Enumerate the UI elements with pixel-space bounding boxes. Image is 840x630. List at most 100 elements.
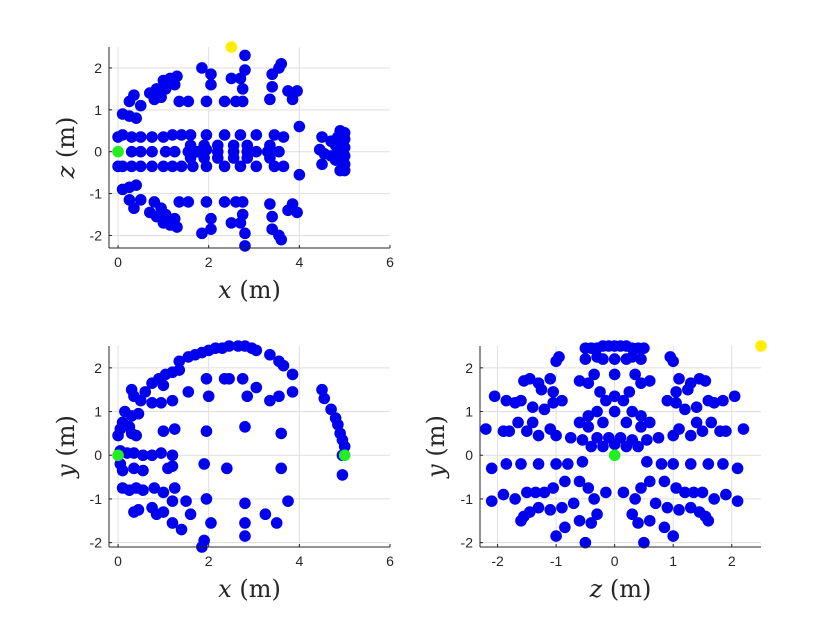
- data-point: [485, 495, 498, 507]
- data-point: [626, 508, 639, 521]
- data-point: [166, 460, 179, 472]
- x-tick-label: 2: [728, 553, 736, 569]
- data-point: [556, 501, 568, 514]
- data-point: [576, 455, 589, 468]
- y-tick-label: 1: [94, 102, 102, 118]
- data-point: [205, 517, 217, 529]
- data-point: [600, 394, 612, 407]
- y-tick-label: 0: [94, 447, 102, 463]
- data-point: [157, 425, 170, 438]
- data-point: [137, 449, 149, 462]
- data-point: [690, 416, 703, 429]
- data-point: [227, 152, 240, 164]
- data-point: [236, 196, 249, 208]
- data-point: [731, 495, 744, 507]
- data-point: [234, 160, 247, 173]
- data-point: [277, 359, 290, 372]
- data-point: [579, 353, 592, 365]
- data-point: [523, 372, 536, 385]
- y-axis-variable: y: [52, 464, 80, 479]
- data-point: [512, 416, 524, 429]
- data-point: [150, 83, 163, 95]
- data-point: [241, 390, 254, 403]
- data-point: [282, 495, 294, 507]
- data-point: [521, 486, 533, 499]
- data-point: [259, 508, 272, 521]
- data-point: [503, 425, 516, 438]
- data-point: [661, 394, 674, 407]
- data-point: [529, 486, 542, 499]
- x-tick-label: 1: [669, 553, 677, 569]
- x-tick-label: 0: [114, 254, 122, 270]
- y-tick-label: -1: [461, 491, 474, 507]
- data-point: [116, 160, 129, 173]
- data-point: [205, 78, 217, 91]
- data-point: [250, 160, 263, 173]
- y-tick-label: 0: [94, 144, 102, 160]
- data-point: [198, 152, 210, 164]
- data-point: [239, 421, 251, 433]
- data-point: [125, 145, 138, 158]
- data-point: [684, 501, 697, 514]
- data-point: [579, 536, 592, 549]
- data-point: [128, 202, 140, 215]
- data-point: [591, 405, 603, 418]
- data-point: [223, 372, 235, 385]
- y-tick-label: 0: [465, 447, 473, 463]
- data-point: [332, 418, 344, 431]
- data-point: [234, 129, 247, 141]
- data-point: [146, 145, 158, 158]
- data-point: [538, 486, 551, 499]
- data-point: [225, 72, 238, 85]
- data-point: [196, 62, 208, 74]
- y-axis-label: z (m): [52, 117, 80, 180]
- y-tick-label: 2: [94, 60, 102, 76]
- data-point: [559, 475, 571, 488]
- data-point: [168, 423, 181, 435]
- data-point: [239, 49, 251, 62]
- data-point: [166, 129, 179, 141]
- y-tick-label: 1: [94, 404, 102, 420]
- data-point: [515, 458, 527, 470]
- data-point: [171, 221, 183, 233]
- data-point: [175, 129, 188, 141]
- x-tick-label: 0: [611, 553, 619, 569]
- data-point: [582, 410, 595, 422]
- data-point: [293, 120, 306, 133]
- y-tick-label: 2: [94, 360, 102, 376]
- data-point: [564, 431, 577, 444]
- data-point: [538, 403, 551, 416]
- data-point: [275, 462, 288, 475]
- data-point: [316, 158, 328, 171]
- data-point: [205, 212, 217, 225]
- data-point: [573, 416, 586, 429]
- data-point: [608, 390, 621, 403]
- data-point: [623, 386, 636, 398]
- data-point: [556, 394, 568, 407]
- data-point: [202, 390, 215, 403]
- data-point: [225, 217, 238, 229]
- data-point: [670, 386, 682, 398]
- data-point: [250, 381, 263, 394]
- data-point: [488, 390, 501, 403]
- data-point: [275, 427, 288, 440]
- data-point: [128, 462, 140, 475]
- data-point: [591, 431, 603, 444]
- y-tick-label: -2: [90, 227, 103, 243]
- data-point: [325, 403, 337, 416]
- origin-point: [608, 449, 621, 462]
- data-point: [125, 131, 138, 143]
- data-point: [134, 194, 147, 206]
- y-tick-label: -2: [461, 535, 474, 551]
- data-point: [500, 394, 513, 407]
- data-point: [334, 164, 346, 177]
- data-point: [128, 447, 140, 459]
- data-point: [567, 497, 580, 510]
- data-point: [635, 482, 647, 494]
- data-point: [270, 517, 283, 529]
- data-point: [608, 368, 621, 381]
- data-point: [173, 196, 186, 208]
- x-tick-label: 2: [205, 553, 213, 569]
- data-point: [211, 152, 224, 164]
- data-point: [182, 386, 195, 398]
